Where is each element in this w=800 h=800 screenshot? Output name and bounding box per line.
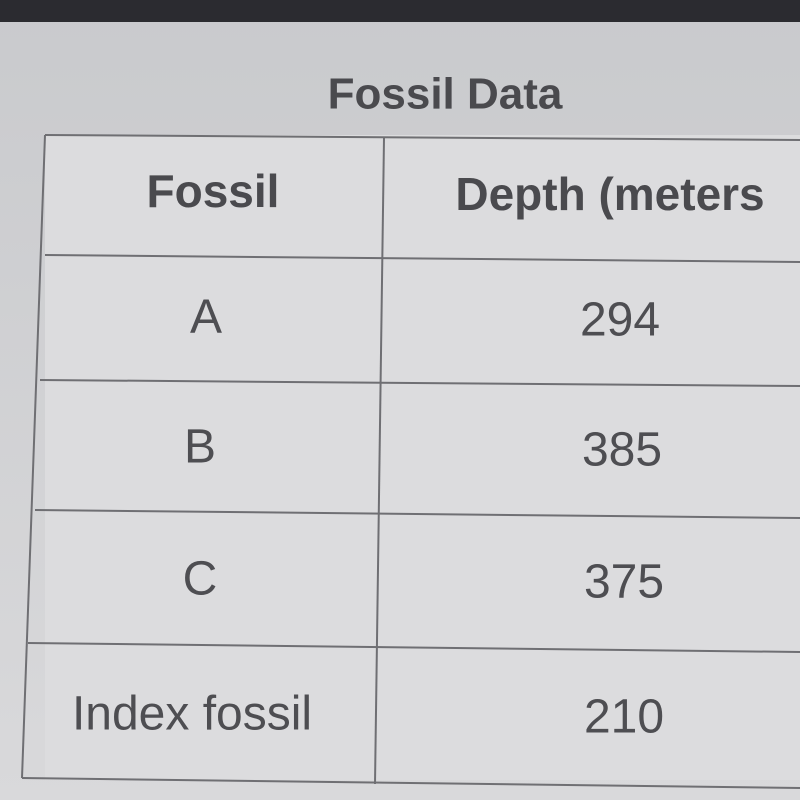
row-rule — [44, 254, 800, 263]
column-rule — [374, 137, 385, 785]
header-cell: Depth (meters — [455, 168, 764, 220]
table-cell: B — [184, 421, 216, 474]
table-cell: 375 — [584, 556, 664, 609]
table-cells: Fossil Depth (meters A 294 B 385 C 375 Index f… — [72, 165, 765, 744]
table-title: Fossil Data — [328, 70, 563, 119]
column-rule — [21, 134, 46, 779]
table-grid — [21, 134, 800, 789]
table-cell: C — [183, 553, 218, 606]
table-cell: Index fossil — [72, 688, 312, 741]
row-rule — [34, 509, 800, 519]
row-rule — [21, 777, 800, 789]
table-background — [45, 135, 800, 780]
header-cell: Fossil — [147, 165, 280, 217]
row-rule — [44, 134, 800, 141]
row-rule — [39, 379, 800, 387]
table-cell: 210 — [584, 691, 664, 744]
table-cell: 294 — [580, 294, 660, 347]
top-bezel — [0, 0, 800, 22]
row-rule — [27, 642, 800, 653]
table-cell: A — [190, 291, 222, 344]
table-cell: 385 — [582, 424, 662, 477]
